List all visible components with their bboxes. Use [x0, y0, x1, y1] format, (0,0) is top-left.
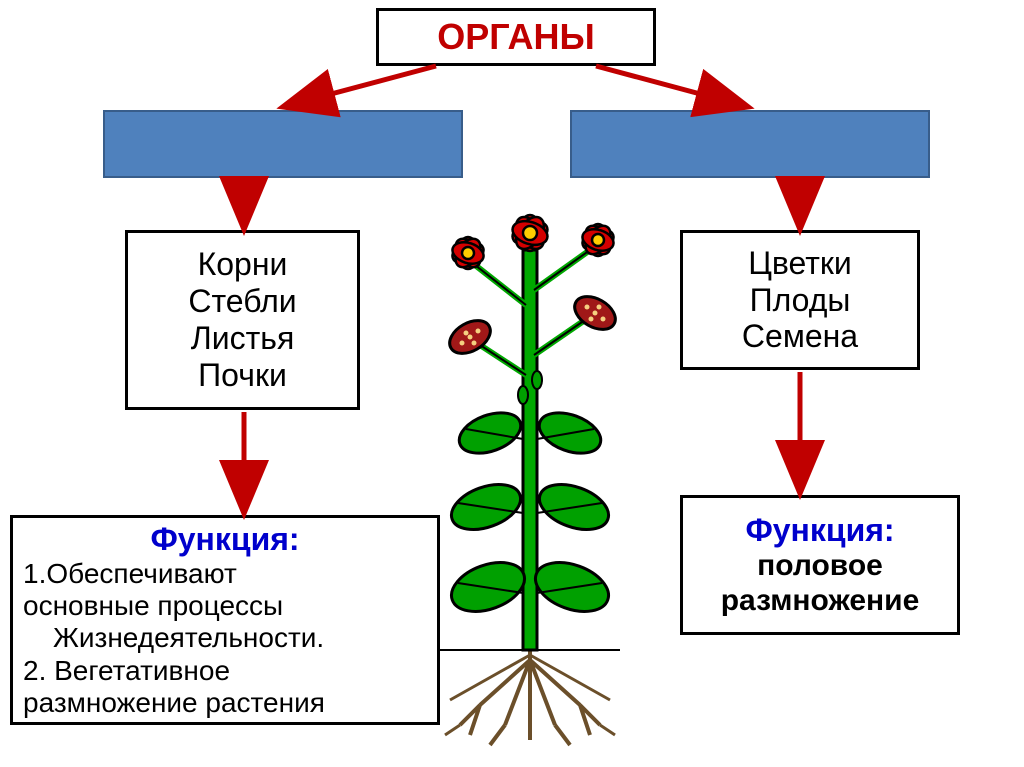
plant-icon	[410, 195, 650, 750]
arrow	[596, 66, 745, 106]
arrow	[286, 66, 436, 106]
